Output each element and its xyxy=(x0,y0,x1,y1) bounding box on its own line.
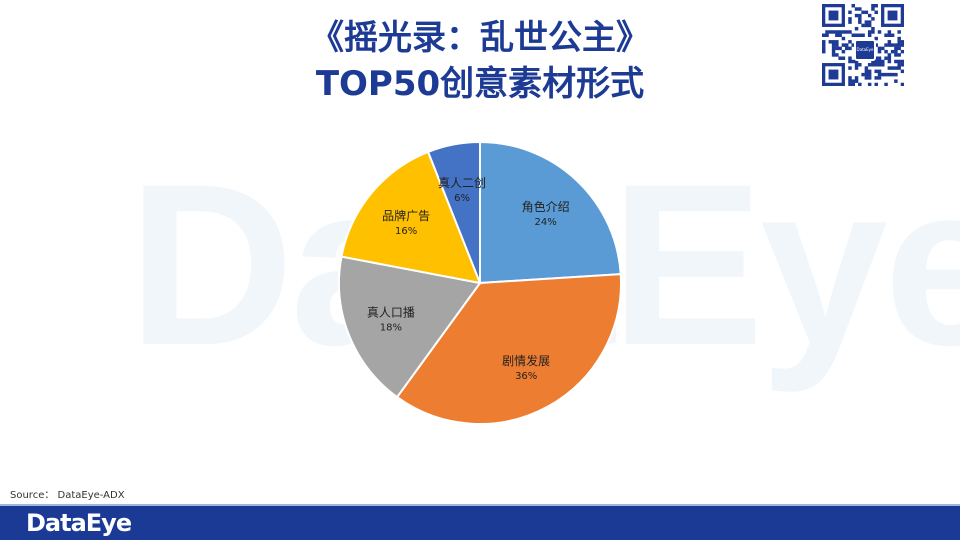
slice-value-label-0: 24% xyxy=(535,217,557,228)
slice-label-2: 真人口播 xyxy=(367,305,415,319)
slice-value-label-1: 36% xyxy=(515,371,537,382)
page-title-line-2: TOP50创意素材形式 xyxy=(315,64,645,104)
pie-slice-0 xyxy=(479,140,622,285)
slice-value-label-4: 6% xyxy=(454,193,470,204)
slice-label-3: 品牌广告 xyxy=(382,209,430,223)
footer-bar: DataEye xyxy=(0,504,960,540)
pie-slice-1 xyxy=(395,273,622,425)
page-title-line-1: 《摇光录：乱世公主》 xyxy=(310,18,650,58)
slice-label-1: 剧情发展 xyxy=(502,353,550,368)
pie-slice-2 xyxy=(338,255,482,399)
qr-code-pattern xyxy=(822,4,905,87)
pie-slice-3 xyxy=(340,150,482,285)
slice-value-label-3: 16% xyxy=(395,226,417,237)
source-note: Source： DataEye-ADX xyxy=(10,490,125,501)
footer-logo: DataEye xyxy=(26,509,132,537)
footer-divider xyxy=(0,504,960,506)
qr-center-logo: DataEye xyxy=(854,39,876,61)
pie-slice-4 xyxy=(426,140,481,284)
slice-label-4: 真人二创 xyxy=(438,176,486,190)
slice-label-0: 角色介绍 xyxy=(522,200,570,214)
qr-code[interactable]: DataEye xyxy=(822,4,905,87)
slice-value-label-2: 18% xyxy=(380,322,402,333)
